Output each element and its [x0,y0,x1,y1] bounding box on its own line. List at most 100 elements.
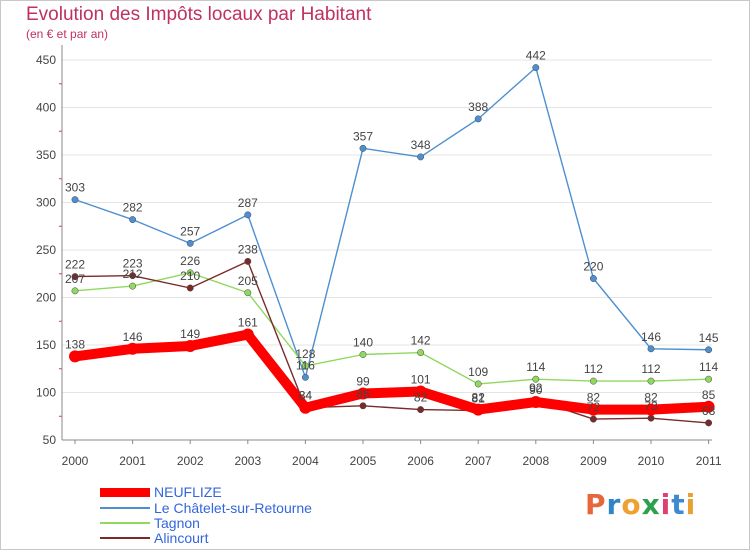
data-point [359,144,367,152]
data-point [417,349,425,357]
data-point [474,380,482,388]
data-label: 72 [587,400,601,414]
chart-title: Evolution des Impôts locaux par Habitant [26,4,372,25]
data-label: 114 [699,360,718,374]
y-tick-label: 450 [36,53,56,67]
data-label: 138 [65,337,85,351]
data-label: 223 [123,257,143,271]
data-label: 73 [644,399,658,413]
logo-letter: P [585,488,607,521]
data-label: 112 [641,362,660,376]
data-label: 92 [529,381,543,395]
data-point [129,272,137,280]
proxiti-logo: Proxiti [585,488,696,521]
logo-letter: t [671,488,686,521]
series-line-neuflize [70,329,714,415]
y-tick-label: 100 [36,386,56,400]
series-line-tagnon [74,272,710,385]
data-label: 68 [702,404,716,418]
data-point [71,287,79,295]
y-tick-label: 250 [36,243,56,257]
data-point [589,415,597,423]
logo-letter: x [641,488,661,521]
legend-label: Alincourt [154,530,209,546]
data-label: 303 [65,181,85,195]
data-label: 101 [411,373,431,387]
y-tick-label: 300 [36,196,56,210]
data-point [244,289,252,297]
series-line-le-ch-telet-sur-retourne [74,66,710,378]
data-point [244,211,252,219]
data-label: 90 [529,383,543,397]
data-point [126,342,139,355]
legend-swatch [100,522,150,524]
plot-background [62,45,712,440]
x-tick-label: 2010 [638,454,665,468]
data-label: 116 [296,358,315,372]
data-point [301,373,309,381]
data-label: 82 [587,391,601,405]
data-label: 161 [238,316,258,330]
x-tick-label: 2001 [119,454,146,468]
data-label: 84 [299,389,313,403]
data-label: 142 [411,334,431,348]
data-label: 128 [295,347,315,361]
logo-letter: i [660,488,672,521]
data-point [474,115,482,123]
x-tick-label: 2000 [62,454,89,468]
data-label: 114 [526,360,545,374]
data-point [299,401,312,414]
data-label: 146 [123,330,143,344]
data-point [705,375,713,383]
y-tick-label: 50 [43,433,57,447]
data-point [647,377,655,385]
data-label: 222 [65,258,85,272]
x-tick-label: 2004 [292,454,319,468]
logo-letter: o [621,488,642,521]
x-tick-label: 2011 [696,454,722,468]
data-label: 220 [583,260,603,274]
data-label: 388 [468,100,488,114]
x-tick-label: 2009 [580,454,607,468]
data-point [186,269,194,277]
data-label: 146 [641,330,661,344]
data-point [357,387,369,400]
data-label: 82 [414,391,428,405]
data-point [129,282,137,290]
data-point [647,414,655,422]
y-tick-label: 400 [36,101,56,115]
data-label: 109 [468,365,488,379]
data-point [359,402,367,410]
data-point [705,346,713,354]
x-tick-label: 2008 [522,454,549,468]
data-label: 82 [472,391,486,405]
data-point [532,64,540,72]
data-label: 210 [180,269,200,283]
data-label: 149 [180,327,200,341]
data-label: 84 [299,389,313,403]
data-label: 442 [526,49,546,63]
data-label: 348 [411,138,431,152]
data-point [529,396,542,408]
data-point [359,351,367,358]
data-label: 82 [644,391,658,405]
data-point [186,284,194,292]
data-point [417,153,425,161]
data-point [647,345,655,353]
data-point [645,403,657,416]
data-point [301,362,309,370]
logo-letter: r [606,488,622,521]
data-label: 282 [123,201,143,215]
legend-swatch [100,487,150,497]
data-point [71,196,79,204]
legend-label: NEUFLIZE [154,484,222,500]
data-point [587,403,600,416]
data-point [705,419,713,427]
data-label: 287 [238,196,258,210]
data-label: 85 [702,388,716,402]
x-tick-label: 2006 [407,454,434,468]
data-label: 226 [180,254,200,268]
data-point [702,400,715,413]
data-label: 86 [356,387,370,401]
